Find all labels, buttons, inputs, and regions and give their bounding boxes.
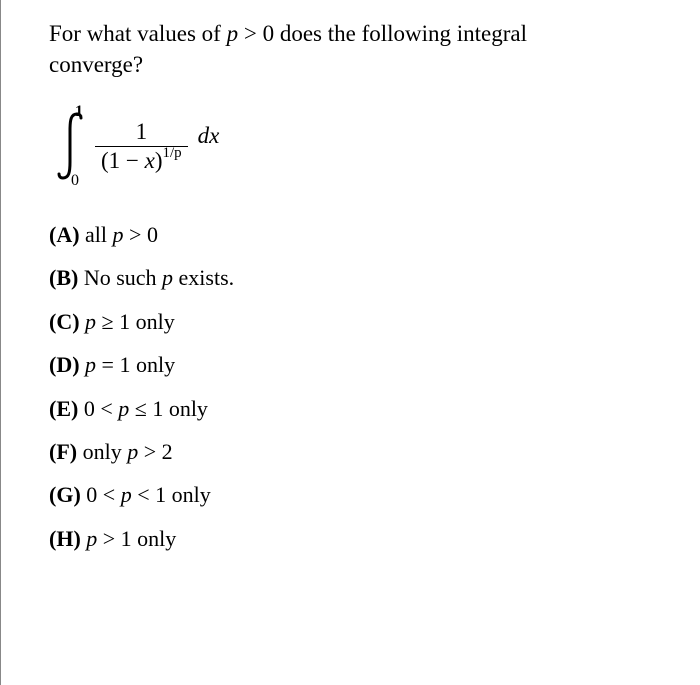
question-text: For what values of p > 0 does the follow… <box>49 18 660 80</box>
question-suffix: does the following integral <box>274 21 527 46</box>
page: For what values of p > 0 does the follow… <box>0 0 700 685</box>
choice-f: (F) only p > 2 <box>49 439 660 465</box>
exponent: 1/p <box>163 145 182 161</box>
choice-h: (H) p > 1 only <box>49 526 660 552</box>
choice-body: p > 1 only <box>81 526 177 551</box>
choice-c: (C) p ≥ 1 only <box>49 309 660 335</box>
choice-letter: (C) <box>49 309 80 334</box>
choice-e: (E) 0 < p ≤ 1 only <box>49 396 660 422</box>
choice-body: 0 < p < 1 only <box>81 482 211 507</box>
choice-letter: (B) <box>49 265 78 290</box>
integral-upper-limit: 1 <box>75 103 83 121</box>
choice-body: No such p exists. <box>78 265 234 290</box>
choice-g: (G) 0 < p < 1 only <box>49 482 660 508</box>
question-prefix: For what values of <box>49 21 227 46</box>
integrand-fraction: 1 (1 − x)1/p <box>95 118 188 174</box>
fraction-numerator: 1 <box>130 118 154 146</box>
choice-body: 0 < p ≤ 1 only <box>78 396 208 421</box>
question-zero: 0 <box>263 21 275 46</box>
question-var-p: p <box>227 21 239 46</box>
choice-letter: (G) <box>49 482 81 507</box>
choice-letter: (F) <box>49 439 77 464</box>
choice-body: p = 1 only <box>80 352 176 377</box>
choice-letter: (H) <box>49 526 81 551</box>
choice-body: all p > 0 <box>80 222 158 247</box>
choice-letter: (E) <box>49 396 78 421</box>
integral-expression: 1 0 1 (1 − x)1/p dx <box>55 110 660 182</box>
choice-letter: (A) <box>49 222 80 247</box>
choice-d: (D) p = 1 only <box>49 352 660 378</box>
question-line2: converge? <box>49 52 143 77</box>
answer-choices: (A) all p > 0 (B) No such p exists. (C) … <box>49 222 660 552</box>
integral-sign-icon: 1 0 <box>55 110 89 182</box>
choice-b: (B) No such p exists. <box>49 265 660 291</box>
fraction-denominator: (1 − x)1/p <box>95 147 188 175</box>
choice-a: (A) all p > 0 <box>49 222 660 248</box>
dx: dx <box>198 123 220 149</box>
integral-lower-limit: 0 <box>71 172 79 190</box>
choice-body: only p > 2 <box>77 439 173 464</box>
choice-letter: (D) <box>49 352 80 377</box>
choice-body: p ≥ 1 only <box>80 309 175 334</box>
question-gt: > <box>238 21 262 46</box>
